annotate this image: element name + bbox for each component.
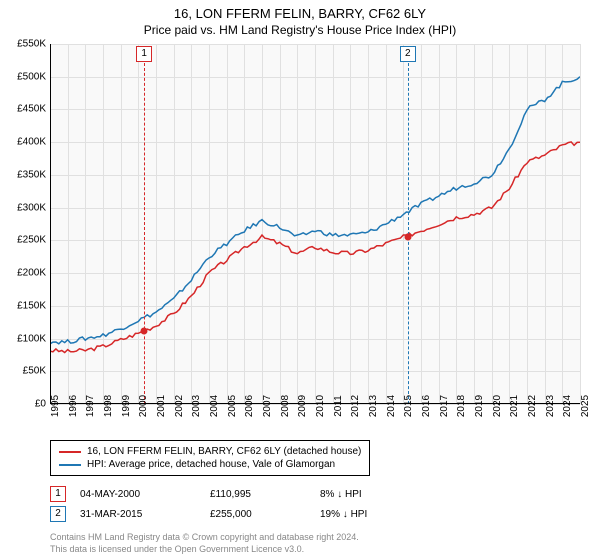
footer-line1: Contains HM Land Registry data © Crown c… — [50, 532, 359, 544]
legend-label: HPI: Average price, detached house, Vale… — [87, 459, 335, 470]
x-tick-label: 2017 — [439, 395, 450, 417]
grid-v — [580, 44, 581, 404]
sale-price: £255,000 — [210, 509, 320, 520]
legend-label: 16, LON FFERM FELIN, BARRY, CF62 6LY (de… — [87, 446, 361, 457]
legend-item: HPI: Average price, detached house, Vale… — [59, 458, 361, 471]
sale-point-icon — [404, 234, 411, 241]
y-tick-label: £300K — [17, 202, 46, 213]
sale-diff: 19% ↓ HPI — [320, 509, 367, 520]
x-tick-label: 2004 — [209, 395, 220, 417]
series-property — [50, 142, 580, 353]
series-hpi — [50, 77, 580, 344]
y-tick-label: £150K — [17, 300, 46, 311]
x-tick-label: 2007 — [262, 395, 273, 417]
sale-row: 2 31-MAR-2015£255,00019% ↓ HPI — [50, 506, 367, 522]
sale-marker-box: 2 — [400, 46, 416, 62]
x-tick-label: 2023 — [545, 395, 556, 417]
y-axis — [50, 44, 51, 404]
sale-date: 04-MAY-2000 — [80, 489, 210, 500]
sale-marker-box: 1 — [136, 46, 152, 62]
x-tick-label: 2008 — [280, 395, 291, 417]
y-tick-label: £500K — [17, 71, 46, 82]
x-tick-label: 2009 — [297, 395, 308, 417]
x-tick-label: 2025 — [580, 395, 591, 417]
x-tick-label: 2005 — [227, 395, 238, 417]
footer-text: Contains HM Land Registry data © Crown c… — [50, 532, 359, 555]
x-tick-label: 2014 — [386, 395, 397, 417]
chart-subtitle: Price paid vs. HM Land Registry's House … — [0, 21, 600, 37]
legend-line-icon — [59, 451, 81, 453]
y-tick-label: £550K — [17, 39, 46, 50]
x-tick-label: 2016 — [421, 395, 432, 417]
x-tick-label: 2015 — [403, 395, 414, 417]
x-tick-label: 1995 — [50, 395, 61, 417]
sale-marker-vline — [144, 58, 145, 404]
x-tick-label: 2010 — [315, 395, 326, 417]
x-tick-label: 2002 — [174, 395, 185, 417]
sale-marker-vline — [408, 58, 409, 404]
chart-lines — [50, 44, 580, 404]
x-tick-label: 2018 — [456, 395, 467, 417]
y-tick-label: £350K — [17, 169, 46, 180]
y-tick-label: £50K — [23, 366, 46, 377]
chart-title: 16, LON FFERM FELIN, BARRY, CF62 6LY — [0, 0, 600, 21]
sale-row-marker: 2 — [50, 506, 66, 522]
x-tick-label: 2021 — [509, 395, 520, 417]
y-tick-label: £400K — [17, 137, 46, 148]
chart-area: 12 £0£50K£100K£150K£200K£250K£300K£350K£… — [50, 44, 580, 404]
x-tick-label: 2000 — [138, 395, 149, 417]
sale-point-icon — [141, 328, 148, 335]
x-tick-label: 1998 — [103, 395, 114, 417]
x-tick-label: 2001 — [156, 395, 167, 417]
y-tick-label: £450K — [17, 104, 46, 115]
x-tick-label: 2006 — [244, 395, 255, 417]
x-tick-label: 2012 — [350, 395, 361, 417]
legend-item: 16, LON FFERM FELIN, BARRY, CF62 6LY (de… — [59, 445, 361, 458]
sale-row: 1 04-MAY-2000£110,9958% ↓ HPI — [50, 486, 362, 502]
x-tick-label: 1997 — [85, 395, 96, 417]
sale-price: £110,995 — [210, 489, 320, 500]
x-tick-label: 1996 — [68, 395, 79, 417]
x-tick-label: 1999 — [121, 395, 132, 417]
legend-line-icon — [59, 464, 81, 466]
sale-date: 31-MAR-2015 — [80, 509, 210, 520]
x-tick-label: 2011 — [333, 395, 344, 417]
footer-line2: This data is licensed under the Open Gov… — [50, 544, 359, 556]
sale-diff: 8% ↓ HPI — [320, 489, 362, 500]
chart-container: 16, LON FFERM FELIN, BARRY, CF62 6LY Pri… — [0, 0, 600, 560]
y-tick-label: £100K — [17, 333, 46, 344]
legend: 16, LON FFERM FELIN, BARRY, CF62 6LY (de… — [50, 440, 370, 476]
x-tick-label: 2020 — [492, 395, 503, 417]
y-tick-label: £250K — [17, 235, 46, 246]
x-tick-label: 2013 — [368, 395, 379, 417]
x-tick-label: 2019 — [474, 395, 485, 417]
x-tick-label: 2024 — [562, 395, 573, 417]
x-tick-label: 2022 — [527, 395, 538, 417]
sale-row-marker: 1 — [50, 486, 66, 502]
y-tick-label: £200K — [17, 268, 46, 279]
x-tick-label: 2003 — [191, 395, 202, 417]
y-tick-label: £0 — [35, 399, 46, 410]
